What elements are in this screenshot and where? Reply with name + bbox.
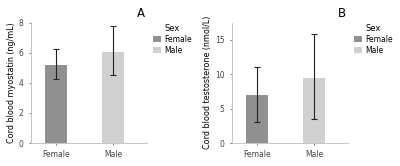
Bar <box>102 52 124 143</box>
Bar <box>303 78 325 143</box>
Y-axis label: Cord blood testosterone (nmol/L): Cord blood testosterone (nmol/L) <box>203 16 212 150</box>
Text: B: B <box>338 7 346 20</box>
Legend: Female, Male: Female, Male <box>354 24 392 55</box>
Bar <box>246 95 268 143</box>
Bar <box>45 65 67 143</box>
Legend: Female, Male: Female, Male <box>153 24 192 55</box>
Text: A: A <box>137 7 145 20</box>
Y-axis label: Cord blood myostatin (ng/mL): Cord blood myostatin (ng/mL) <box>7 22 16 143</box>
